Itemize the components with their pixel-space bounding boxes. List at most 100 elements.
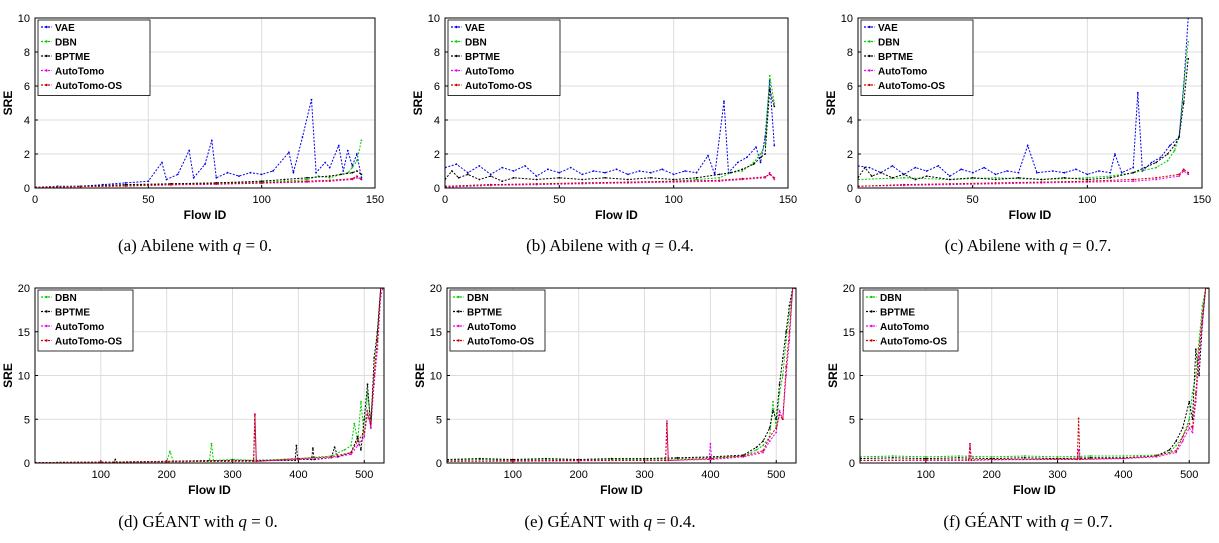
data-point [994,173,997,176]
caption-label: (d) [118,512,142,531]
caption-q: q [1061,512,1070,531]
data-point [1132,178,1135,181]
series-line-autotomo-os [447,288,795,462]
data-point [360,448,362,451]
data-point [333,446,336,449]
data-point [1077,448,1080,451]
legend: VAE DBN BPTME AutoTomo AutoTomo-OS [37,19,151,96]
legend-marker [45,40,48,43]
y-tick-label: 10 [18,13,30,25]
legend-label-dbn: DBN [55,38,77,49]
data-point [785,330,788,333]
caption-q: q [238,512,247,531]
data-point [489,173,492,176]
caption-value: = 0.7. [1068,236,1112,255]
data-point [695,176,698,179]
legend-marker [457,310,460,313]
caption-value: = 0. [247,512,278,531]
data-point [238,175,240,178]
data-point [376,339,379,342]
y-tick-label: 2 [847,149,853,161]
data-point [315,171,317,174]
legend-label-dbn: DBN [880,293,902,304]
data-point [672,180,675,183]
data-point [983,166,986,169]
x-axis-label: Flow ID [595,208,638,222]
data-point [1198,339,1201,342]
data-point [260,180,263,183]
data-point [1178,175,1180,178]
data-point [1155,166,1158,169]
data-point [1198,357,1201,359]
data-point [1035,171,1038,174]
data-point [948,175,951,178]
legend-label-autotomo-os: AutoTomo-OS [55,337,122,348]
data-point [466,173,469,176]
data-point [781,357,784,359]
data-point [684,170,686,172]
legend-box [860,19,974,96]
caption-text: GÉANT with [548,512,644,531]
data-point [1194,348,1197,351]
data-point [1076,458,1079,460]
data-point [489,183,492,186]
chart-panel-a: 0 50 100 150 0 2 4 6 8 10 Flow ID SRE VAE DBN BPTME Aut… [1,13,384,255]
series-line-dbn [35,140,362,188]
legend-marker [455,25,458,29]
data-point [768,173,771,176]
data-point [1187,40,1190,43]
data-point [967,459,970,461]
data-point [353,422,356,425]
data-point [902,183,905,186]
legend-label-vae: VAE [55,23,75,34]
data-point [666,420,668,422]
legend-marker [457,295,460,299]
legend: DBN BPTME AutoTomo AutoTomo-OS [862,289,959,352]
data-point [695,171,698,174]
data-point [1178,173,1180,176]
legend-marker [870,324,873,328]
legend-marker [455,40,458,43]
legend-label-bptme: BPTME [465,52,500,63]
data-point [1201,322,1204,324]
data-point [775,427,778,429]
data-point [759,156,762,159]
data-point [192,176,195,179]
y-tick-label: 15 [18,327,30,339]
data-point [351,171,354,174]
data-point [1187,173,1190,176]
data-point [351,166,354,169]
legend-label-dbn: DBN [465,38,487,49]
y-tick-label: 10 [843,371,855,383]
data-point [775,431,778,434]
data-point [1086,180,1089,183]
data-point [1191,427,1194,429]
data-point [1109,176,1112,179]
data-point [204,163,206,166]
y-tick-label: 0 [847,183,853,195]
axes-box [446,287,797,464]
data-point [1113,153,1116,155]
data-point [1173,144,1176,147]
data-point [1086,176,1089,179]
legend-marker [870,295,873,299]
data-point [366,409,369,412]
legend-marker [45,310,48,313]
data-point [1175,444,1177,447]
caption-label: (b) [526,236,549,255]
x-tick-label: 50 [142,194,154,206]
caption-value: = 0.4. [652,512,696,531]
data-point [1182,102,1185,104]
data-point [785,339,788,342]
legend-marker [457,339,460,342]
data-point [478,165,481,167]
data-point [1040,178,1043,181]
series-line-bptme [858,58,1189,181]
legend-marker [45,339,48,342]
data-point [773,176,776,179]
data-point [457,176,460,179]
caption-text: Abilene with [967,236,1060,255]
data-point [778,413,781,416]
data-point [863,166,866,169]
data-point [1181,440,1184,443]
